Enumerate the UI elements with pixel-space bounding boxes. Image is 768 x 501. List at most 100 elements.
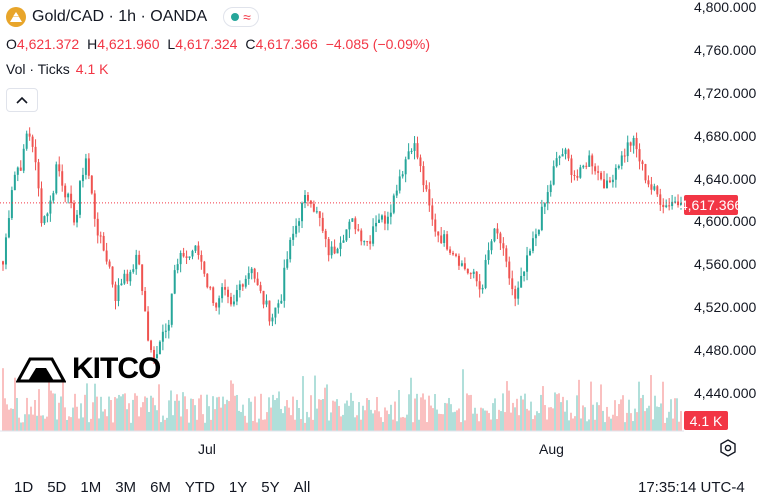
candle-body (469, 273, 472, 275)
tf-6m[interactable]: 6M (150, 479, 171, 496)
candle-body (286, 259, 289, 268)
y-tick-label: 4,600.000 (694, 213, 757, 230)
candle-body (34, 146, 37, 163)
clock-timezone[interactable]: 17:35:14 UTC-4 (638, 479, 745, 496)
volume-bar (136, 395, 138, 431)
volume-bar (116, 398, 118, 431)
volume-bar (634, 408, 636, 431)
tf-1y[interactable]: 1Y (228, 479, 248, 496)
volume-bar (596, 402, 598, 431)
candle-body (493, 228, 496, 242)
candle-body (366, 241, 369, 243)
volume-bar (88, 422, 90, 431)
volume-bar (536, 411, 538, 431)
candle-body (680, 202, 682, 206)
candle-body (481, 287, 484, 290)
candle-body (87, 158, 90, 176)
candle-body (182, 253, 185, 257)
volume-legend[interactable]: Vol · Ticks 4.1 K (6, 61, 109, 77)
volume-bar (638, 381, 640, 431)
volume-bar (44, 418, 46, 431)
collapse-legend-button[interactable] (6, 88, 38, 112)
volume-bar (236, 394, 238, 431)
tf-5d[interactable]: 5D (47, 479, 67, 496)
candle-body (99, 235, 102, 237)
volume-bar (648, 405, 650, 431)
volume-bar (10, 408, 12, 431)
candle-body (591, 155, 594, 167)
volume-bar (332, 400, 334, 431)
candle-body (4, 237, 7, 265)
volume-bar (78, 418, 80, 431)
volume-bar (494, 398, 496, 431)
candle-body (600, 172, 603, 180)
volume-bar (288, 407, 290, 431)
volume-bar (478, 421, 480, 431)
volume-bar (512, 402, 514, 431)
market-status-pill[interactable]: ≈ (223, 7, 259, 27)
volume-bar (506, 381, 508, 431)
tf-1m[interactable]: 1M (80, 479, 102, 496)
volume-bar (558, 393, 560, 431)
volume-bar (276, 398, 278, 431)
volume-bar (196, 419, 198, 431)
candle-body (472, 271, 475, 274)
volume-bar (574, 416, 576, 431)
volume-bar (522, 399, 524, 431)
volume-bar (254, 396, 256, 431)
volume-bar (132, 399, 134, 431)
volume-bar (472, 413, 474, 431)
volume-bar (644, 411, 646, 431)
volume-bar (646, 408, 648, 431)
tf-5y[interactable]: 5Y (261, 479, 280, 496)
tf-ytd[interactable]: YTD (184, 479, 215, 496)
symbol-title[interactable]: Gold/CAD · 1h · OANDA (32, 8, 208, 25)
volume-bar (96, 396, 98, 431)
volume-bar (606, 406, 608, 431)
volume-bar (350, 392, 352, 431)
volume-bar (104, 409, 106, 431)
candle-body (155, 354, 158, 359)
volume-bar (486, 410, 488, 431)
volume-bar (334, 401, 336, 431)
candle-body (428, 189, 431, 206)
volume-bar (54, 393, 56, 431)
candle-body (529, 250, 532, 256)
candle-body (357, 229, 360, 231)
volume-bar (420, 397, 422, 431)
tf-3m[interactable]: 3M (115, 479, 137, 496)
volume-bar (296, 399, 298, 431)
volume-bar (384, 407, 386, 431)
tf-1d[interactable]: 1D (14, 479, 34, 496)
candle-body (466, 268, 469, 274)
candle-body (265, 300, 268, 305)
candle-body (147, 311, 150, 341)
high-value: 4,621.960 (97, 36, 160, 52)
volume-bar (610, 418, 612, 431)
volume-bar (354, 417, 356, 431)
candle-body (484, 259, 487, 288)
volume-bar (26, 397, 28, 431)
volume-bar (336, 399, 338, 431)
volume-bar (498, 409, 500, 431)
candle-body (588, 155, 591, 167)
volume-bar (624, 422, 626, 431)
volume-bar (346, 400, 348, 431)
candle-body (401, 174, 404, 177)
candle-body (454, 254, 457, 256)
candle-body (659, 194, 662, 205)
candle-body (558, 156, 561, 159)
chart-settings-button[interactable] (718, 438, 738, 458)
tf-all[interactable]: All (293, 479, 311, 496)
open-value: 4,621.372 (16, 36, 80, 52)
volume-bar (614, 400, 616, 431)
chevron-up-icon (16, 96, 28, 104)
candle-body (656, 186, 659, 195)
volume-bar (604, 422, 606, 431)
volume-bar (234, 395, 236, 431)
volume-bar (552, 408, 554, 431)
volume-bar (496, 419, 498, 431)
volume-bar (662, 381, 664, 431)
candle-body (158, 341, 161, 355)
